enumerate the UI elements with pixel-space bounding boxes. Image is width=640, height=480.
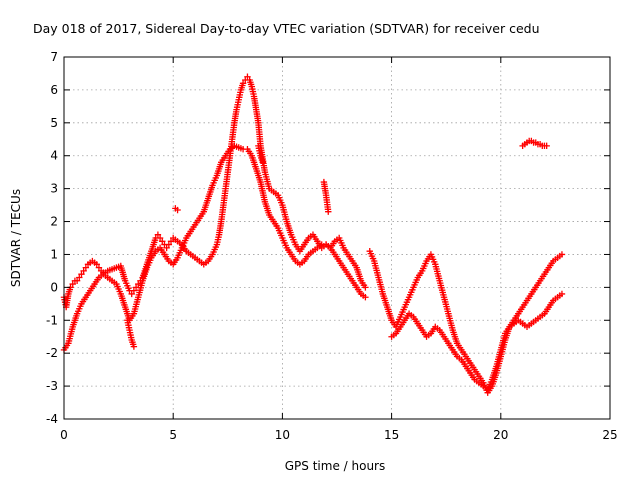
data-point <box>362 294 369 301</box>
data-point <box>95 264 103 271</box>
data-point <box>325 208 332 215</box>
data-point <box>130 287 138 294</box>
data-point <box>558 290 566 298</box>
y-tick-label: -4 <box>46 412 58 426</box>
data-point <box>154 231 162 238</box>
y-tick-label: 0 <box>50 280 58 294</box>
axis-ticks <box>63 56 611 420</box>
y-tick-label: -1 <box>46 313 58 327</box>
y-tick-label: 3 <box>50 182 58 196</box>
data-point <box>558 251 566 258</box>
data-point <box>93 261 100 268</box>
x-tick-label: 5 <box>169 428 177 442</box>
x-tick-labels: 0 5 10 15 20 25 <box>60 428 617 442</box>
y-tick-label: 4 <box>50 149 58 163</box>
data-point <box>174 206 181 214</box>
y-tick-labels: -4 -3 -2 -1 0 1 2 3 4 5 6 7 <box>46 50 58 426</box>
x-tick-label: 0 <box>60 428 68 442</box>
y-tick-label: 1 <box>50 247 58 261</box>
data-point <box>165 241 173 248</box>
x-tick-label: 10 <box>275 428 290 442</box>
data-point <box>543 142 550 150</box>
data-point <box>78 271 85 278</box>
data-point <box>156 234 164 242</box>
data-point <box>69 280 76 288</box>
data-point <box>135 280 142 288</box>
data-points <box>60 73 566 396</box>
x-tick-label: 20 <box>493 428 508 442</box>
data-point <box>244 73 251 80</box>
y-tick-label: 2 <box>50 215 58 229</box>
x-tick-label: 25 <box>602 428 617 442</box>
data-point <box>362 284 369 291</box>
data-point <box>128 290 135 298</box>
data-point <box>239 80 247 87</box>
data-point <box>82 264 90 271</box>
y-tick-label: -2 <box>46 346 58 360</box>
data-point <box>159 238 166 245</box>
data-point <box>259 159 266 166</box>
chart-title: Day 018 of 2017, Sidereal Day-to-day VTE… <box>33 21 540 36</box>
data-point <box>76 274 83 281</box>
data-point <box>73 277 81 284</box>
x-axis-label: GPS time / hours <box>285 459 386 473</box>
data-point <box>130 343 138 350</box>
plot-frame <box>63 56 611 420</box>
y-tick-label: 7 <box>50 50 58 64</box>
y-tick-label: -3 <box>46 379 58 393</box>
data-point <box>80 267 87 275</box>
y-tick-label: 5 <box>50 116 58 130</box>
data-point <box>167 238 175 245</box>
y-axis-label: SDTVAR / TECUs <box>9 189 23 287</box>
data-point <box>163 244 170 252</box>
x-tick-label: 15 <box>384 428 399 442</box>
y-tick-label: 6 <box>50 83 58 97</box>
